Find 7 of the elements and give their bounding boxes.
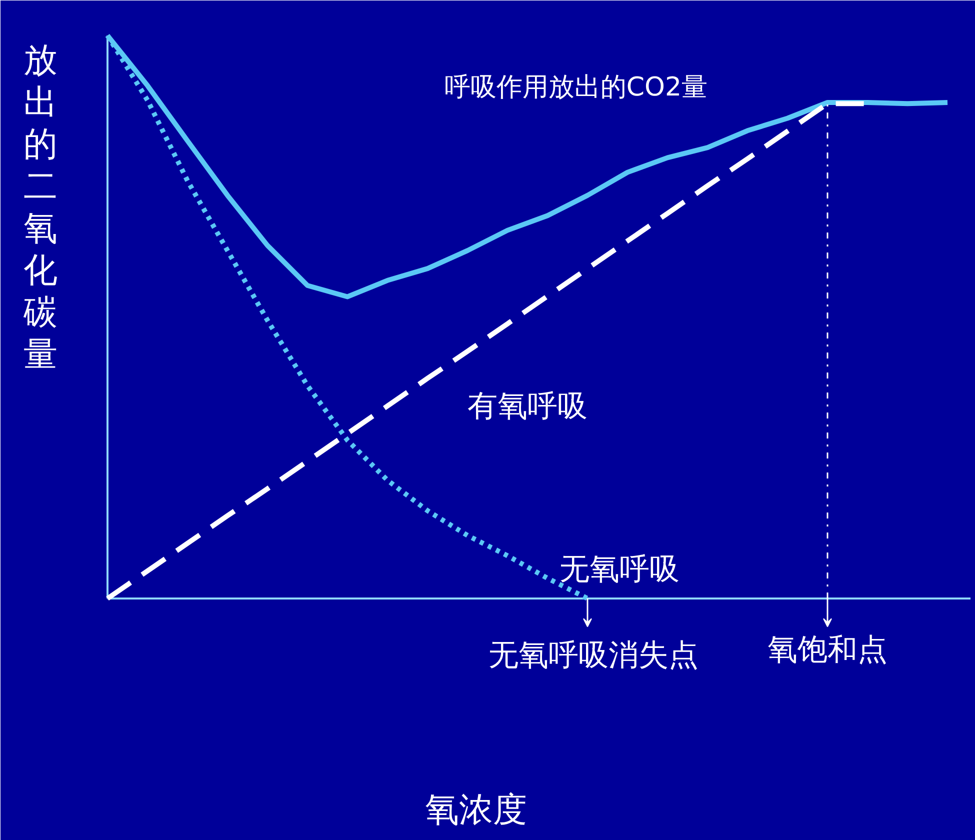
text: 无氧呼吸消失点 bbox=[488, 638, 698, 673]
text: 氧浓度 bbox=[425, 790, 527, 830]
text: 氧饱和点 bbox=[768, 632, 888, 668]
series-label: 呼吸作用放出的CO2量 bbox=[444, 72, 708, 102]
series-label: 有氧呼吸 bbox=[468, 388, 588, 424]
y-axis-title: 放出的二氧化碳量 bbox=[22, 40, 58, 374]
series-label: 无氧呼吸 bbox=[560, 552, 680, 588]
